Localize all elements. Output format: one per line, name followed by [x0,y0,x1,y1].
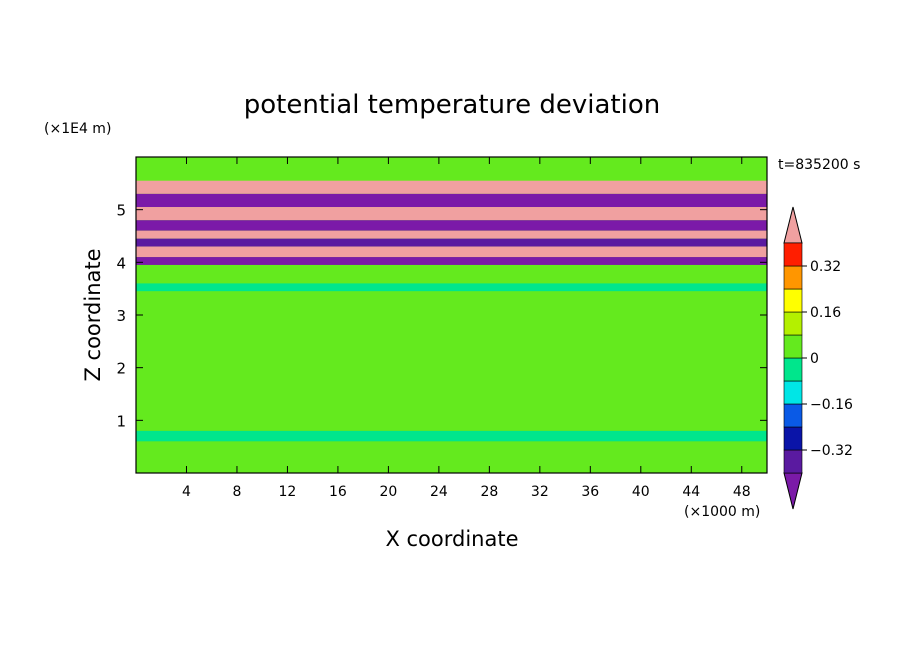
colorbar-segment [783,357,803,382]
y-tick-label: 2 [116,360,126,378]
contour-band-4 [136,230,767,239]
y-axis-label: Z coordinate [81,248,105,381]
contour-band-10 [136,291,767,431]
colorbar-segment [783,288,803,313]
colorbar-tick-label: 0.16 [810,305,841,321]
x-tick-label: 44 [682,484,700,500]
colorbar-segment [783,380,803,405]
colorbar-segment [783,334,803,359]
x-tick-label: 48 [733,484,751,500]
contour-band-11 [136,430,767,442]
contour-band-1 [136,193,767,208]
contour-band-9 [136,283,767,292]
y-axis-unit: (×1E4 m) [44,121,111,137]
colorbar-segment [783,403,803,428]
x-tick-label: 20 [379,484,397,500]
contour-band-8 [136,264,767,284]
colorbar-segment [783,426,803,451]
y-tick-label: 1 [116,412,126,430]
colorbar-tick-label: 0 [810,351,819,367]
colorbar-tick-label: 0.32 [810,259,841,275]
contour-band-12 [136,441,767,473]
x-axis-label: X coordinate [385,527,518,551]
colorbar-min-triangle [783,472,803,510]
contour-field [136,157,767,473]
x-axis-ticks: 4 8 12 16 20 24 28 32 36 40 44 48 [182,157,751,500]
contour-band-5 [136,238,767,247]
x-tick-label: 24 [430,484,448,500]
colorbar-segment [783,242,803,267]
colorbar-segment [783,265,803,290]
y-tick-label: 4 [116,254,126,272]
y-axis-ticks: 1 2 3 4 5 [116,202,767,430]
x-tick-label: 12 [279,484,297,500]
colorbar-tick-label: −0.32 [810,443,853,459]
x-tick-label: 28 [480,484,498,500]
x-tick-label: 40 [632,484,650,500]
x-tick-label: 16 [329,484,347,500]
x-tick-label: 32 [531,484,549,500]
contour-band-7 [136,257,767,265]
x-tick-label: 36 [581,484,599,500]
contour-band-2 [136,207,767,221]
colorbar-segment [783,449,803,474]
colorbar-segment [783,311,803,336]
x-axis-unit: (×1000 m) [684,504,760,520]
contour-band-3 [136,220,767,231]
colorbar: 0.32 0.16 0 −0.16 −0.32 [783,206,853,510]
contour-band-6 [136,246,767,258]
chart-title: potential temperature deviation [244,90,660,120]
x-tick-label: 4 [182,484,191,500]
contour-band-0 [136,180,767,194]
colorbar-tick-label: −0.16 [810,397,853,413]
y-tick-label: 3 [116,307,126,325]
x-tick-label: 8 [232,484,241,500]
y-tick-label: 5 [116,202,126,220]
colorbar-max-triangle [783,206,803,244]
time-label: t=835200 s [778,157,860,173]
